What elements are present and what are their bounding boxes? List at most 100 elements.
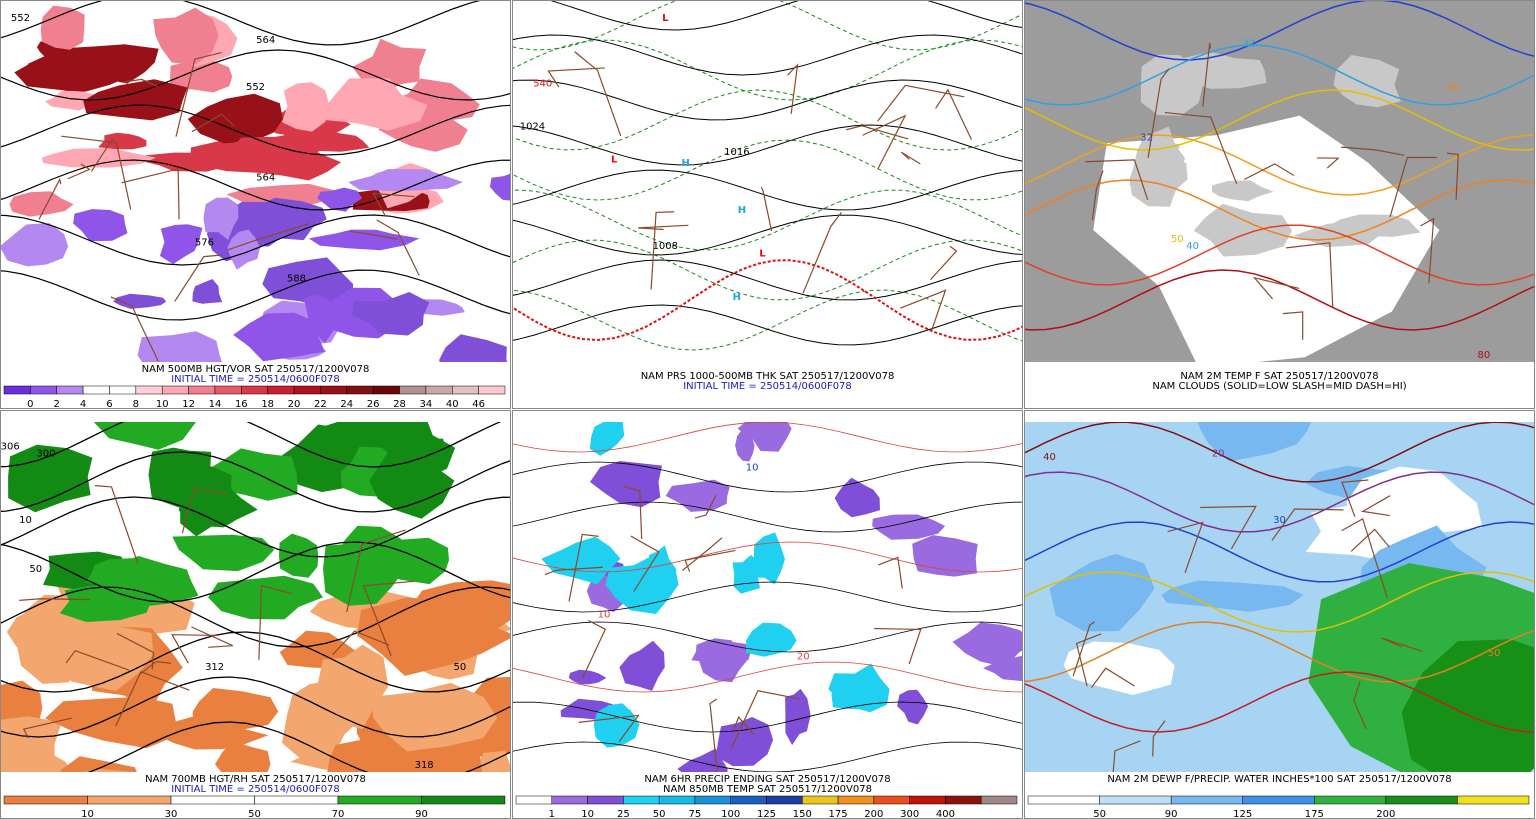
map-label: L — [662, 13, 669, 24]
border — [630, 535, 660, 592]
map-label: 552 — [246, 82, 265, 93]
map-shade — [192, 279, 223, 304]
contour — [512, 189, 1023, 251]
colorbar-label: 90 — [415, 809, 428, 819]
contour — [1024, 269, 1535, 331]
map — [512, 0, 1023, 362]
contour — [512, 304, 1023, 346]
contour — [512, 39, 1023, 101]
contour — [1024, 0, 1535, 61]
map-label: 50 — [1488, 648, 1501, 659]
map-shade — [159, 224, 203, 265]
colorbar-swatch — [425, 385, 453, 395]
contour — [512, 139, 1023, 201]
border — [332, 630, 390, 656]
contour — [0, 676, 511, 738]
contour — [546, 0, 1023, 31]
map-shade — [737, 422, 792, 452]
colorbar-label: 50 — [248, 809, 261, 819]
map-shade — [281, 82, 330, 132]
map-shade — [439, 334, 508, 362]
map-label: 588 — [287, 274, 306, 285]
map-label: 20 — [1212, 449, 1225, 460]
contour — [512, 259, 1023, 342]
map-shade — [203, 197, 239, 240]
map-bg — [512, 422, 1023, 772]
border — [19, 598, 90, 601]
map-shade — [83, 79, 188, 121]
colorbar-swatch — [515, 795, 553, 805]
border — [694, 495, 717, 519]
map-label: 32 — [1242, 38, 1255, 49]
colorbar-swatch — [658, 795, 696, 805]
colorbar-swatch — [3, 795, 88, 805]
map-label: 576 — [195, 238, 214, 249]
border — [1271, 508, 1344, 541]
border — [1420, 217, 1435, 284]
map-bg — [512, 0, 1023, 362]
border — [181, 487, 227, 534]
map-shade — [279, 533, 319, 578]
map-shade — [26, 618, 154, 692]
colorbar-label: 12 — [182, 399, 195, 410]
map-shade — [215, 740, 271, 772]
colorbar-swatch — [478, 385, 506, 395]
map-shade — [308, 229, 420, 251]
border — [1341, 479, 1369, 517]
border — [38, 177, 62, 220]
map-shade — [691, 639, 751, 663]
colorbar-swatch — [188, 385, 216, 395]
border — [121, 168, 180, 220]
map-shade — [952, 622, 1023, 668]
map-shade — [872, 514, 946, 540]
border — [171, 634, 218, 664]
contour — [512, 169, 1023, 211]
border — [115, 670, 190, 727]
map-label: H — [682, 158, 690, 169]
contour — [1024, 621, 1535, 683]
border — [1381, 637, 1423, 652]
contour — [0, 631, 511, 693]
map-shade — [233, 312, 325, 362]
contour — [512, 581, 1023, 613]
contour — [0, 159, 511, 211]
map-label: 40 — [1043, 452, 1056, 463]
colorbar-label: 16 — [235, 399, 248, 410]
border — [227, 222, 310, 251]
contour — [512, 239, 1023, 301]
caption: NAM 700MB HGT/RH SAT 250517/1200V078 — [145, 774, 366, 785]
border — [544, 566, 604, 576]
contour — [1024, 134, 1535, 196]
colorbar-label: 400 — [936, 809, 955, 819]
border — [547, 67, 605, 88]
colorbar-label: 300 — [900, 809, 919, 819]
caption-sub: INITIAL TIME = 250514/0600F078 — [171, 374, 340, 385]
map-label: 300 — [36, 449, 55, 460]
map-shade — [590, 461, 663, 508]
map — [0, 422, 511, 772]
colorbar-swatch — [320, 385, 348, 395]
map-shade — [735, 429, 755, 462]
contour — [0, 104, 511, 156]
border — [22, 717, 72, 739]
map-shade — [82, 769, 132, 772]
map-shade — [1333, 55, 1401, 108]
map-shade — [593, 703, 640, 748]
border — [1147, 68, 1170, 159]
border — [930, 245, 958, 281]
colorbar-swatch — [1170, 795, 1243, 805]
map-shade — [60, 756, 137, 772]
map-shade — [187, 93, 283, 144]
map-shade — [369, 444, 455, 519]
colorbar-swatch — [551, 795, 588, 805]
map-label: 1008 — [653, 241, 678, 252]
colorbar-label: 10 — [156, 399, 169, 410]
colorbar-swatch — [1027, 795, 1100, 805]
map-shade — [251, 197, 327, 241]
border — [1200, 505, 1257, 550]
colorbar-swatch — [82, 385, 110, 395]
contour — [512, 701, 1023, 733]
contour — [1024, 224, 1535, 286]
map-shade — [589, 422, 625, 456]
